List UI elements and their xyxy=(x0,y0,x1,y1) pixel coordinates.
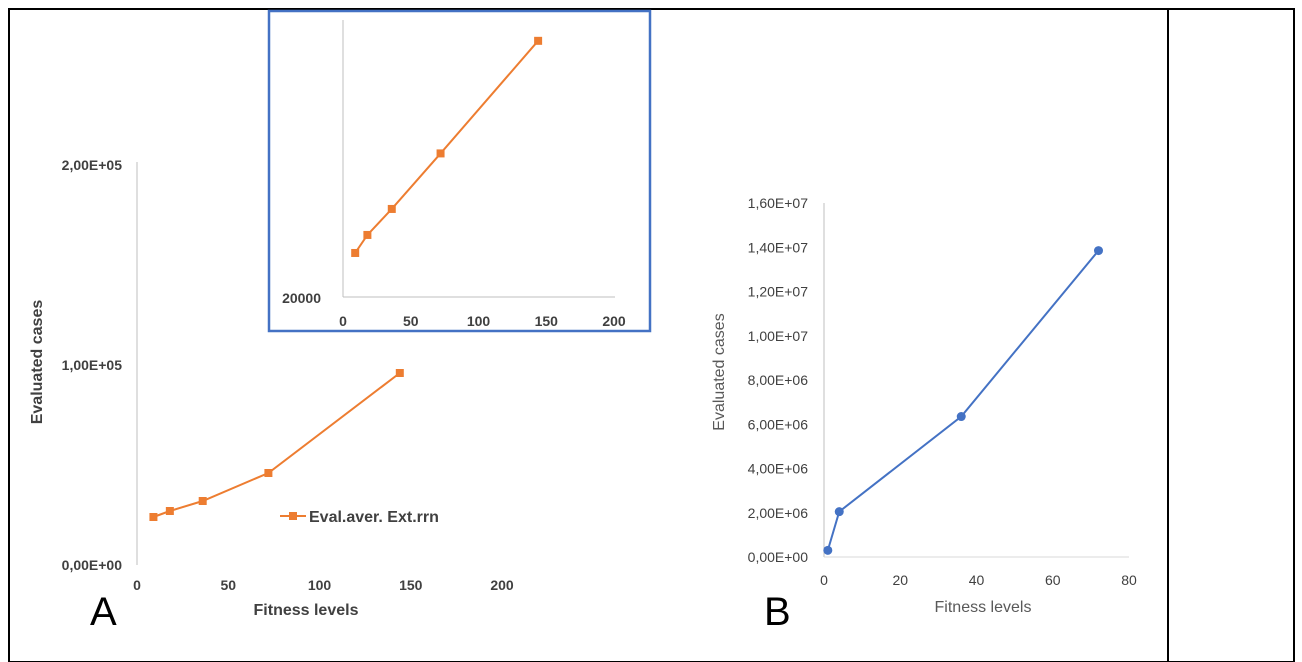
inset-point-4 xyxy=(534,36,543,45)
b-y-tick-7: 1,40E+07 xyxy=(748,239,809,255)
b-y-tick-6: 1,20E+07 xyxy=(748,284,809,300)
b-series xyxy=(823,246,1103,555)
b-x-tick-1: 20 xyxy=(892,572,908,588)
inset-x-tick-0: 0 xyxy=(339,313,347,329)
b-y-tick-8: 1,60E+07 xyxy=(748,195,809,211)
inset-point-0 xyxy=(351,248,360,257)
b-y-tick-2: 4,00E+06 xyxy=(748,461,809,477)
b-y-axis-title: Evaluated cases xyxy=(711,313,728,430)
panel-label-a: A xyxy=(90,590,117,634)
a-y-tick-1: 1,00E+05 xyxy=(62,357,123,373)
chart-b: 0,00E+00 2,00E+06 4,00E+06 6,00E+06 8,00E+06… xyxy=(711,195,1137,616)
a-y-tick-0: 0,00E+00 xyxy=(62,557,123,573)
inset-point-2 xyxy=(387,204,396,213)
b-point-1 xyxy=(834,507,844,517)
a-legend-label: Eval.aver. Ext.rrn xyxy=(309,509,439,526)
b-point-0 xyxy=(823,545,833,555)
a-series xyxy=(149,369,404,521)
b-x-tick-3: 60 xyxy=(1045,572,1061,588)
b-x-tick-2: 40 xyxy=(969,572,985,588)
a-legend: Eval.aver. Ext.rrn xyxy=(280,509,439,526)
b-x-tick-0: 0 xyxy=(820,572,828,588)
a-legend-marker xyxy=(289,512,297,520)
inset-frame xyxy=(267,9,652,333)
panel-label-b: B xyxy=(764,590,791,634)
a-point-4 xyxy=(395,369,404,377)
b-x-tick-4: 80 xyxy=(1121,572,1137,588)
inset-y-ticks: 20000 xyxy=(282,290,321,306)
inset-y-tick-0: 20000 xyxy=(282,290,321,306)
inset-x-tick-2: 100 xyxy=(467,313,491,329)
a-point-2 xyxy=(198,497,207,505)
a-x-ticks: 0 50 100 150 200 xyxy=(133,577,514,593)
b-x-axis-title: Fitness levels xyxy=(935,599,1032,616)
inset-point-1 xyxy=(363,230,372,239)
a-x-tick-1: 50 xyxy=(220,577,236,593)
a-point-3 xyxy=(264,469,273,477)
a-y-tick-2: 2,00E+05 xyxy=(62,157,123,173)
inset-series xyxy=(351,36,543,257)
a-y-axis-title: Evaluated cases xyxy=(29,300,46,425)
a-x-tick-2: 100 xyxy=(308,577,332,593)
b-y-tick-5: 1,00E+07 xyxy=(748,328,809,344)
b-y-ticks: 0,00E+00 2,00E+06 4,00E+06 6,00E+06 8,00E+06… xyxy=(748,195,809,565)
chart-a-inset: 20000 0 50 100 150 200 xyxy=(267,9,652,333)
a-point-0 xyxy=(149,513,158,521)
b-series-line xyxy=(826,249,1100,551)
a-series-line xyxy=(153,372,401,518)
b-point-2 xyxy=(956,412,966,422)
inset-point-3 xyxy=(436,149,445,158)
b-y-tick-4: 8,00E+06 xyxy=(748,372,809,388)
b-y-tick-1: 2,00E+06 xyxy=(748,505,809,521)
a-x-tick-4: 200 xyxy=(490,577,514,593)
b-y-tick-0: 0,00E+00 xyxy=(748,549,809,565)
a-point-1 xyxy=(165,507,174,515)
b-y-tick-3: 6,00E+06 xyxy=(748,416,809,432)
b-x-ticks: 0 20 40 60 80 xyxy=(820,572,1137,588)
a-x-axis-title: Fitness levels xyxy=(254,602,359,619)
inset-x-tick-4: 200 xyxy=(602,313,626,329)
a-y-ticks: 0,00E+00 1,00E+05 2,00E+05 xyxy=(62,157,123,573)
inset-x-tick-1: 50 xyxy=(403,313,419,329)
a-x-tick-0: 0 xyxy=(133,577,141,593)
inset-x-tick-3: 150 xyxy=(535,313,559,329)
b-point-3 xyxy=(1094,246,1103,256)
table-frame xyxy=(8,8,1295,662)
inset-x-ticks: 0 50 100 150 200 xyxy=(339,313,626,329)
chart-a: 0,00E+00 1,00E+05 2,00E+05 0 50 100 150 200 Fi… xyxy=(29,157,514,619)
a-x-tick-3: 150 xyxy=(399,577,423,593)
